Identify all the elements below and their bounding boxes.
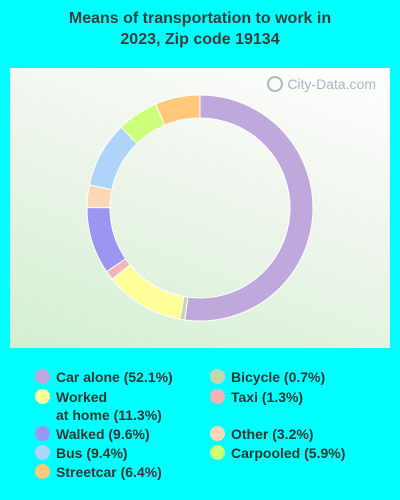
legend-item: Worked at home (11.3%) xyxy=(35,388,162,424)
legend-item: Carpooled (5.9%) xyxy=(210,444,345,462)
legend-swatch xyxy=(35,389,50,404)
legend-swatch xyxy=(210,445,225,460)
legend-label: Car alone (52.1%) xyxy=(56,369,173,385)
chart-title-line-1: Means of transportation to work in xyxy=(68,10,332,27)
legend-item: Taxi (1.3%) xyxy=(210,388,303,406)
legend-item: Walked (9.6%) xyxy=(35,425,150,443)
donut-chart xyxy=(86,94,314,322)
city-data-logo-icon xyxy=(267,76,284,92)
legend-swatch xyxy=(35,369,50,384)
legend-label: Bicycle (0.7%) xyxy=(231,369,326,385)
legend-label: Streetcar (6.4%) xyxy=(56,464,162,480)
legend-item: Car alone (52.1%) xyxy=(35,368,173,386)
legend-swatch xyxy=(35,445,50,460)
legend-label: Carpooled (5.9%) xyxy=(231,445,346,461)
watermark-text: City-Data.com xyxy=(287,76,376,92)
chart-title: Means of transportation to work in 2023,… xyxy=(0,8,400,50)
legend-label: Taxi (1.3%) xyxy=(231,389,304,405)
chart-title-line-2: 2023, Zip code 19134 xyxy=(120,31,280,48)
legend-swatch xyxy=(35,464,50,479)
legend-item: Streetcar (6.4%) xyxy=(35,463,162,481)
legend-item: Other (3.2%) xyxy=(210,425,313,443)
plot-area: City-Data.com xyxy=(10,68,390,348)
watermark: City-Data.com xyxy=(267,76,376,92)
donut-slice-2 xyxy=(111,263,185,320)
legend-swatch xyxy=(35,426,50,441)
donut-slice-0 xyxy=(184,94,314,322)
legend-item: Bicycle (0.7%) xyxy=(210,368,325,386)
donut-slice-8 xyxy=(155,94,201,126)
legend-label: Other (3.2%) xyxy=(231,426,314,442)
legend-label: Worked at home (11.3%) xyxy=(56,389,162,423)
donut-slice-4 xyxy=(86,206,127,273)
legend-swatch xyxy=(210,389,225,404)
legend-label: Walked (9.6%) xyxy=(56,426,150,442)
legend-swatch xyxy=(210,426,225,441)
legend-label: Bus (9.4%) xyxy=(56,445,128,461)
legend-swatch xyxy=(210,369,225,384)
legend-item: Bus (9.4%) xyxy=(35,444,128,462)
